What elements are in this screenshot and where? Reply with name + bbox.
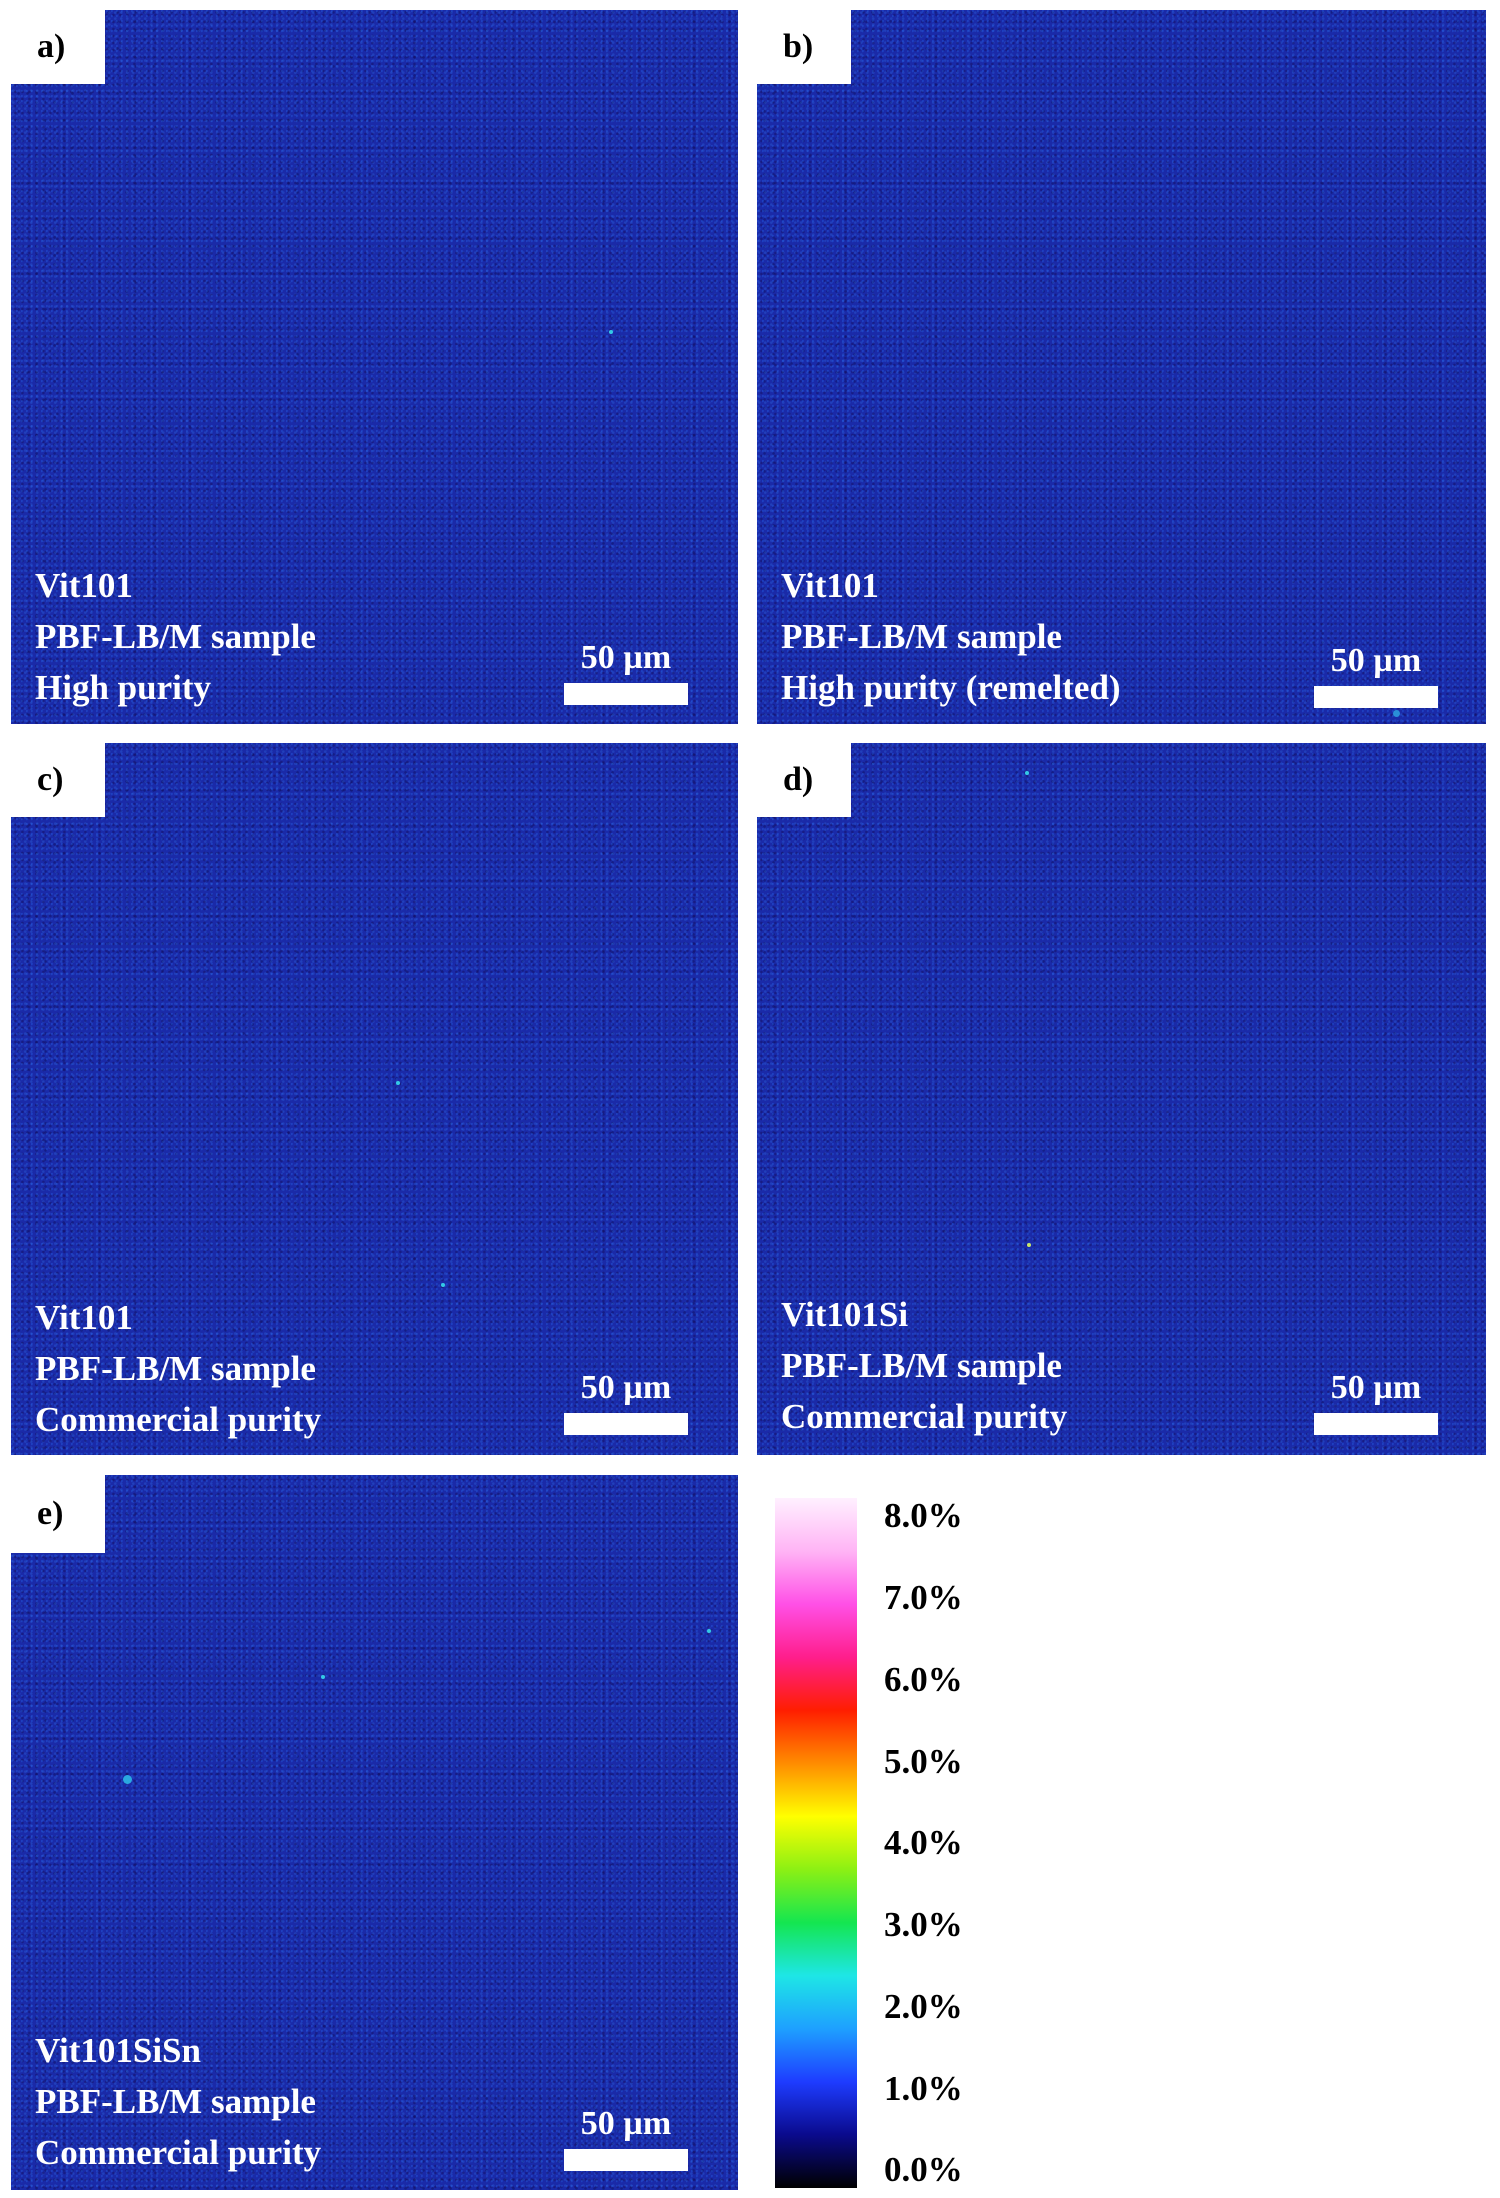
panel-b-scale-bar-line [1314,686,1438,708]
panel-e-purity: Commercial purity [35,2133,322,2172]
panel-e-speck-2 [707,1629,711,1633]
colorbar-tick-3: 3.0% [884,1905,963,1944]
colorbar-tick-0: 0.0% [884,2150,963,2189]
panel-d-scale-bar: 50 µm [1314,1369,1438,1435]
panel-b-caption: Vit101 PBF-LB/M sample High purity (reme… [781,560,1121,713]
colorbar-tick-4: 4.0% [884,1823,963,1862]
panel-c-alloy: Vit101 [35,1298,133,1337]
panel-c-map: c) Vit101 PBF-LB/M sample Commercial pur… [11,743,738,1455]
panel-b-label: b) [757,10,851,84]
panel-b-purity: High purity (remelted) [781,668,1121,707]
colorbar-tick-5: 5.0% [884,1742,963,1781]
panel-b-process: PBF-LB/M sample [781,617,1062,656]
panel-e-map: e) Vit101SiSn PBF-LB/M sample Commercial… [11,1475,738,2190]
panel-a-scale-bar-label: 50 µm [580,639,672,676]
colorbar-tick-7: 7.0% [884,1578,963,1617]
colorbar-tick-2: 2.0% [884,1987,963,2026]
panel-c-caption: Vit101 PBF-LB/M sample Commercial purity [35,1292,321,1445]
panel-a-alloy: Vit101 [35,566,133,605]
panel-e-speck-3 [321,1675,325,1679]
panel-d-scale-bar-label: 50 µm [1330,1369,1422,1406]
panel-c-speck [396,1081,400,1085]
panel-e-process: PBF-LB/M sample [35,2082,316,2121]
panel-c-label: c) [11,743,105,817]
panel-b-scale-bar: 50 µm [1314,642,1438,708]
panel-a-caption: Vit101 PBF-LB/M sample High purity [35,560,316,713]
panel-a-scale-bar-line [564,683,688,705]
panel-d-map: d) Vit101Si PBF-LB/M sample Commercial p… [757,743,1486,1455]
panel-e-scale-bar-label: 50 µm [580,2105,672,2142]
panel-e-label: e) [11,1475,105,1553]
panel-c-scale-bar: 50 µm [564,1369,688,1435]
panel-d-process: PBF-LB/M sample [781,1346,1062,1385]
panel-d-alloy: Vit101Si [781,1295,909,1334]
panel-d-speck [1025,771,1029,775]
panel-a-process: PBF-LB/M sample [35,617,316,656]
panel-b-alloy: Vit101 [781,566,879,605]
panel-c-scale-bar-line [564,1413,688,1435]
panel-e-speck [123,1775,132,1784]
colorbar-tick-1: 1.0% [884,2069,963,2108]
panel-a-speck [609,330,613,334]
colorbar-tick-6: 6.0% [884,1660,963,1699]
panel-e-caption: Vit101SiSn PBF-LB/M sample Commercial pu… [35,2025,321,2178]
panel-c-process: PBF-LB/M sample [35,1349,316,1388]
panel-b-scale-bar-label: 50 µm [1330,642,1422,679]
panel-e-scale-bar-line [564,2149,688,2171]
panel-b-map: b) Vit101 PBF-LB/M sample High purity (r… [757,10,1486,724]
panel-a-scale-bar: 50 µm [564,639,688,705]
panel-e-scale-bar: 50 µm [564,2105,688,2171]
colorbar [775,1498,857,2188]
panel-a-purity: High purity [35,668,212,707]
panel-d-purity: Commercial purity [781,1397,1068,1436]
panel-c-speck-2 [441,1283,445,1287]
panel-d-scale-bar-line [1314,1413,1438,1435]
panel-d-caption: Vit101Si PBF-LB/M sample Commercial puri… [781,1289,1067,1442]
panel-a-label: a) [11,10,105,84]
colorbar-tick-8: 8.0% [884,1496,963,1535]
panel-b-speck [1393,710,1400,717]
panel-d-label: d) [757,743,851,817]
panel-e-alloy: Vit101SiSn [35,2031,201,2070]
panel-d-speck-2 [1027,1243,1031,1247]
panel-a-map: a) Vit101 PBF-LB/M sample High purity 50… [11,10,738,724]
panel-c-purity: Commercial purity [35,1400,322,1439]
panel-c-scale-bar-label: 50 µm [580,1369,672,1406]
